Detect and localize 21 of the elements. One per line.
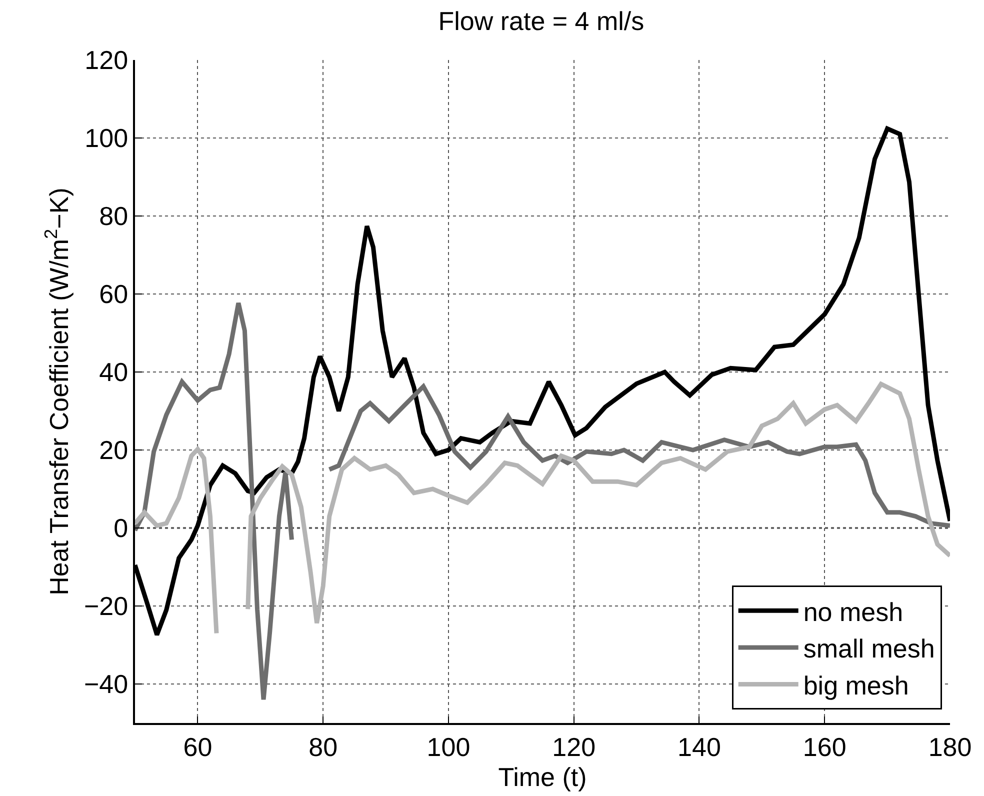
x-tick-label: 140 (678, 732, 721, 762)
x-tick-label: 180 (928, 732, 972, 762)
y-tick-label: 0 (114, 513, 128, 544)
y-tick-label: 60 (99, 279, 128, 310)
y-tick-label: 40 (99, 357, 128, 388)
x-tick-label: 60 (183, 732, 212, 762)
legend-label: no mesh (803, 596, 904, 627)
x-tick-label: 80 (308, 732, 338, 762)
x-tick-label: 100 (426, 732, 470, 762)
chart-title: Flow rate = 4 ml/s (438, 6, 644, 36)
y-tick-label: 80 (99, 201, 128, 232)
y-tick-label: 120 (84, 45, 128, 76)
y-tick-label: −20 (84, 591, 128, 622)
x-axis-title: Time (t) (498, 762, 587, 792)
legend-label: big mesh (803, 670, 909, 700)
y-tick-label: −40 (84, 669, 128, 700)
legend-label: small mesh (803, 634, 935, 664)
x-tick-label: 120 (552, 732, 596, 762)
y-tick-label: 20 (99, 435, 128, 466)
y-tick-label: 100 (84, 123, 128, 154)
x-tick-label: 160 (802, 732, 846, 762)
